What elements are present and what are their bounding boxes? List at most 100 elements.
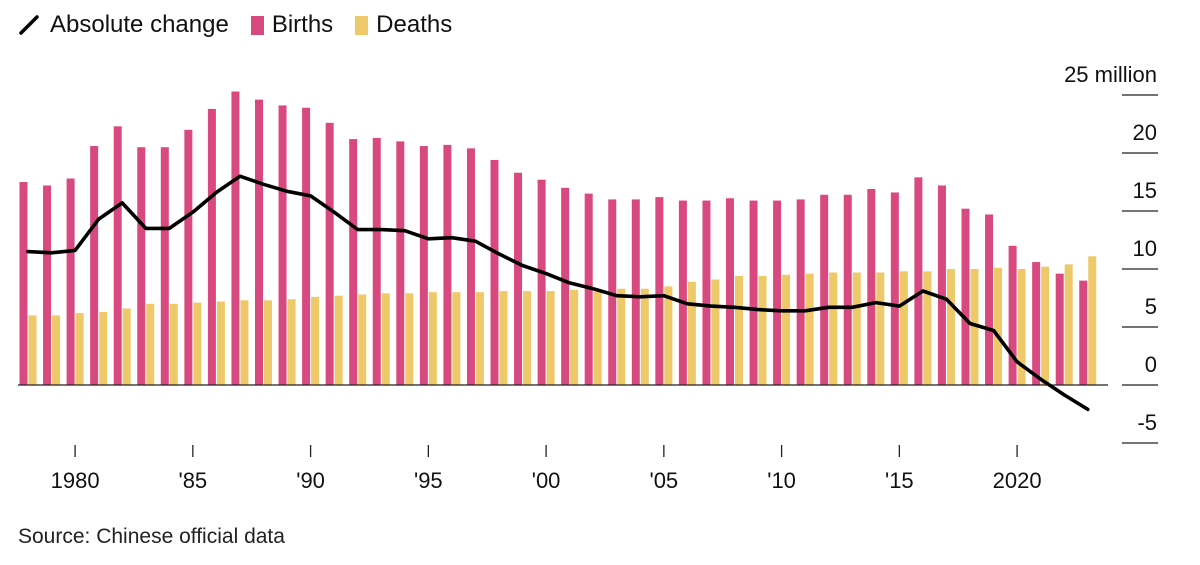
births-bar — [1055, 273, 1064, 385]
births-bar — [349, 139, 358, 385]
x-tick-label: '85 — [179, 468, 208, 493]
y-tick-label: 10 — [1133, 236, 1157, 261]
births-bar — [796, 199, 805, 385]
deaths-bar — [640, 288, 649, 385]
deaths-bar — [570, 289, 579, 385]
deaths-bar — [687, 281, 696, 385]
births-bar — [608, 199, 617, 385]
legend-item-deaths: Deaths — [355, 11, 452, 39]
births-bar — [66, 178, 75, 385]
births-bar — [773, 200, 782, 385]
deaths-bar — [75, 313, 84, 385]
deaths-bar — [287, 299, 296, 385]
births-bar — [1032, 262, 1041, 385]
births-bar — [19, 182, 28, 385]
deaths-bar — [1064, 264, 1073, 385]
births-bar — [137, 147, 146, 385]
deaths-bar — [829, 272, 838, 385]
deaths-bar — [452, 292, 461, 385]
births-bar — [702, 200, 711, 385]
births-bar — [726, 198, 734, 385]
births-bar — [1008, 245, 1017, 385]
deaths-bar — [146, 303, 155, 385]
births-bar — [937, 185, 946, 385]
deaths-bar — [311, 296, 320, 385]
births-bar — [231, 91, 240, 386]
y-tick-label: 0 — [1145, 352, 1157, 377]
births-bar — [985, 214, 994, 385]
deaths-bar — [876, 272, 885, 385]
y-tick-label: 5 — [1145, 294, 1157, 319]
deaths-bar — [216, 301, 225, 385]
line-swatch-icon — [19, 15, 39, 35]
deaths-bar — [923, 271, 932, 385]
births-bar — [443, 144, 452, 385]
deaths-bar — [1088, 256, 1097, 385]
x-tick-label: '00 — [532, 468, 561, 493]
births-bar — [867, 188, 876, 385]
births-bar — [184, 129, 193, 385]
x-tick-label: 1980 — [51, 468, 100, 493]
deaths-bar — [523, 291, 532, 385]
chart-area: 25 million 20 15 10 5 0 -5 1980 '85 '90 '95 '00 '05 '… — [18, 62, 1158, 493]
deaths-bar — [122, 308, 131, 385]
deaths-bar — [52, 315, 61, 385]
births-bar — [961, 208, 970, 385]
births-bar — [490, 159, 499, 385]
legend-label-absolute-change: Absolute change — [50, 11, 229, 38]
legend-label-deaths: Deaths — [376, 11, 453, 38]
deaths-bar — [264, 300, 272, 385]
deaths-swatch — [355, 15, 369, 35]
legend-item-births: Births — [250, 11, 334, 39]
deaths-bar — [99, 311, 108, 385]
births-bar — [749, 200, 758, 385]
legend: Absolute change Births Deaths — [18, 8, 474, 42]
legend-label-births: Births — [271, 11, 334, 38]
births-bar — [207, 108, 216, 386]
births-bar — [655, 197, 664, 385]
deaths-bar — [664, 286, 673, 385]
absolute-change-line — [26, 174, 1090, 412]
source-note: Source: Chinese official data — [18, 525, 285, 548]
births-bar — [631, 199, 640, 385]
deaths-bar — [546, 291, 555, 385]
births-bar — [255, 99, 263, 385]
births-bar — [466, 148, 475, 385]
births-bar — [537, 179, 546, 385]
births-bar — [325, 122, 334, 385]
deaths-bar — [428, 292, 437, 385]
births-bar — [561, 187, 570, 385]
deaths-bar — [735, 275, 743, 385]
births-swatch — [250, 15, 264, 35]
y-tick-label: 25 million — [1064, 62, 1157, 87]
deaths-bar — [1017, 269, 1026, 385]
births-bar — [160, 147, 169, 385]
x-tick-label: '90 — [296, 468, 325, 493]
deaths-bar — [711, 279, 720, 385]
births-bar — [302, 107, 311, 385]
births-bar — [419, 146, 428, 385]
deaths-bar — [782, 274, 791, 385]
deaths-bar — [946, 269, 955, 385]
deaths-bar — [758, 275, 767, 385]
deaths-bar — [334, 295, 343, 385]
deaths-bar — [475, 292, 484, 385]
births-bar — [113, 126, 122, 385]
x-tick-label: '95 — [414, 468, 443, 493]
births-bar — [43, 185, 52, 385]
births-bar — [372, 137, 381, 385]
births-bar — [890, 192, 899, 385]
deaths-bar — [193, 302, 202, 385]
x-tick-label: '05 — [650, 468, 679, 493]
deaths-bar — [381, 293, 390, 385]
x-tick-label: '15 — [885, 468, 914, 493]
y-tick-label: -5 — [1137, 410, 1157, 435]
births-bar — [843, 194, 852, 385]
deaths-bar — [593, 289, 602, 385]
deaths-bar — [499, 291, 508, 385]
deaths-bar — [805, 273, 814, 385]
deaths-bar — [852, 272, 861, 385]
births-bar — [514, 172, 523, 385]
births-bar — [678, 200, 687, 385]
legend-item-absolute-change: Absolute change — [18, 11, 229, 39]
